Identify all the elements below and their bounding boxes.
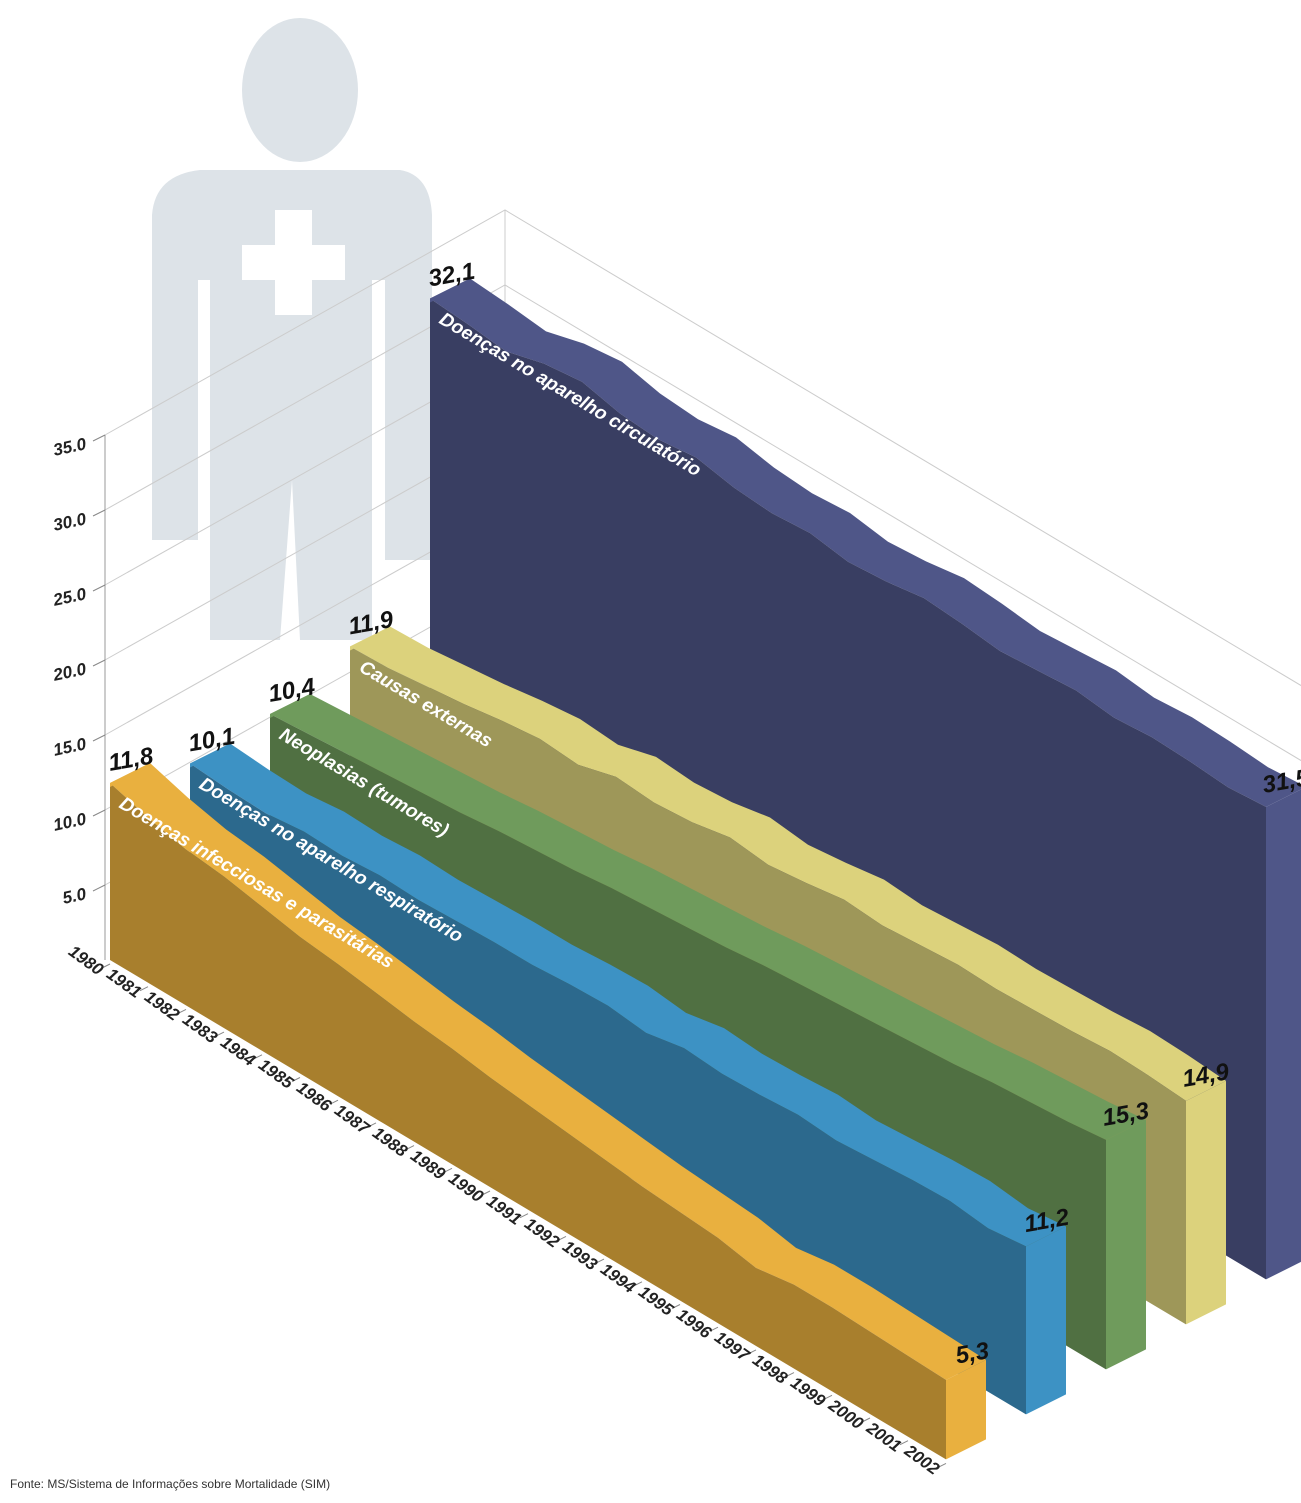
x-tick — [481, 1190, 491, 1196]
y-tick-label: 30.0 — [52, 509, 89, 535]
x-tick — [937, 1462, 947, 1468]
x-tick — [519, 1213, 529, 1219]
x-tick — [253, 1054, 263, 1060]
x-tick — [557, 1235, 567, 1241]
ribbon-top — [110, 763, 986, 1380]
ribbon-face — [110, 783, 946, 1460]
ribbon-end — [1026, 1226, 1066, 1415]
x-tick — [747, 1349, 757, 1355]
ribbon-start — [270, 694, 310, 718]
y-tick — [92, 434, 106, 442]
ribbon-face — [190, 763, 1026, 1415]
x-tick — [329, 1099, 339, 1105]
x-tick-label: 1980 — [65, 942, 107, 980]
source-note: Fonte: MS/Sistema de Informações sobre M… — [10, 1477, 330, 1491]
y-tick — [92, 584, 106, 592]
x-tick — [709, 1326, 719, 1332]
x-tick — [177, 1008, 187, 1014]
x-tick — [215, 1031, 225, 1037]
x-tick — [671, 1304, 681, 1309]
x-tick — [405, 1145, 415, 1151]
x-tick — [861, 1417, 871, 1423]
x-tick — [595, 1258, 605, 1264]
ribbon-top — [190, 743, 1066, 1247]
x-tick — [367, 1122, 377, 1128]
ribbon-end — [1106, 1119, 1146, 1370]
y-tick — [92, 659, 106, 667]
y-tick — [92, 509, 106, 517]
y-tick — [92, 884, 106, 892]
y-tick-label: 25.0 — [51, 584, 89, 610]
ribbon-end — [946, 1359, 986, 1460]
ribbons: Doenças no aparelho circulatório32,131,5… — [106, 258, 1301, 1460]
ribbon-start — [350, 626, 390, 651]
person-silhouette — [152, 18, 432, 640]
x-tick — [633, 1281, 643, 1287]
x-tick — [291, 1077, 301, 1082]
ribbon-start — [190, 743, 230, 768]
ribbon-top — [430, 278, 1301, 807]
y-tick-label: 15.0 — [52, 734, 89, 760]
y-tick-label: 35.0 — [52, 434, 89, 460]
ribbon-top — [270, 694, 1146, 1140]
y-tick — [92, 809, 106, 817]
ribbon-end — [1186, 1080, 1226, 1325]
ribbon-top — [350, 626, 1226, 1101]
value-label: 5,3 — [953, 1337, 991, 1369]
ribbon-start — [430, 278, 470, 303]
y-tick-label: 10.0 — [52, 809, 89, 835]
x-tick — [823, 1394, 833, 1400]
x-tick — [139, 986, 149, 992]
x-tick — [101, 963, 111, 969]
x-tick — [443, 1167, 453, 1173]
y-tick-label: 20.0 — [51, 659, 89, 685]
x-tick — [899, 1440, 909, 1446]
y-tick — [92, 734, 106, 742]
y-tick-label: 5.0 — [61, 884, 89, 908]
ribbon-end — [1266, 789, 1301, 1280]
ribbon-start — [110, 763, 150, 787]
x-tick — [785, 1372, 795, 1378]
